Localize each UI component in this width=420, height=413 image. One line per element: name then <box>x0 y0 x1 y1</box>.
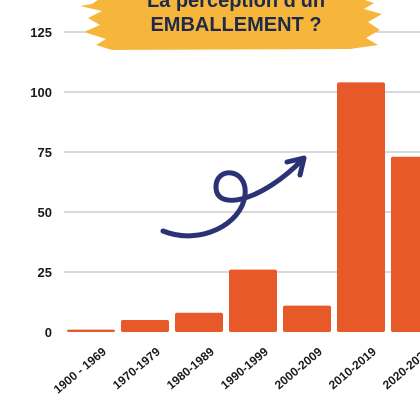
y-tick-label: 75 <box>38 145 52 160</box>
curly-arrow-icon <box>160 155 307 239</box>
x-tick-label: 2020-2023 <box>380 344 420 392</box>
bar <box>121 320 169 332</box>
x-tick-label: 2010-2019 <box>326 344 379 392</box>
bar <box>67 329 115 332</box>
bar <box>283 305 331 332</box>
title-line-1: La perception d'un <box>147 0 325 12</box>
bar <box>229 269 277 332</box>
y-tick-label: 100 <box>30 85 52 100</box>
y-tick-label: 25 <box>38 265 52 280</box>
y-axis-ticks: 0 25 50 75 100 125 <box>30 25 52 340</box>
x-tick-label: 1980-1989 <box>164 344 217 392</box>
x-axis-ticks: 1900 - 1969 1970-1979 1980-1989 1990-1999 20… <box>51 344 420 396</box>
banner-brush-shape <box>80 0 382 50</box>
y-tick-label: 50 <box>38 205 52 220</box>
bars <box>67 82 420 333</box>
title-line-2: EMBALLEMENT ? <box>150 14 321 36</box>
y-tick-label: 125 <box>30 25 52 40</box>
bar <box>337 82 385 333</box>
x-tick-label: 2000-2009 <box>272 344 325 392</box>
title-banner: La perception d'un EMBALLEMENT ? <box>80 0 382 50</box>
x-tick-label: 1900 - 1969 <box>51 344 109 396</box>
y-tick-label: 0 <box>45 325 52 340</box>
x-tick-label: 1970-1979 <box>110 344 163 392</box>
bar <box>391 156 420 332</box>
x-tick-label: 1990-1999 <box>218 344 271 392</box>
bar <box>175 312 223 332</box>
